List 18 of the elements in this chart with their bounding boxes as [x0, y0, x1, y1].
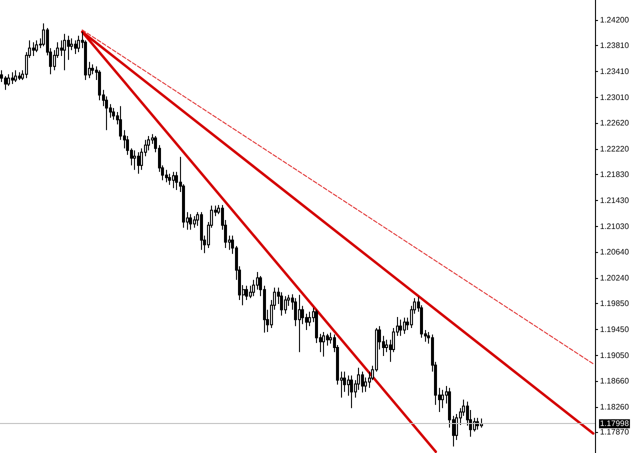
y-tick-label: 1.19050 — [600, 350, 630, 360]
y-tick-label: 1.19850 — [600, 298, 630, 308]
ref-line-label: 1.17998 — [600, 419, 630, 428]
y-tick-label: 1.21430 — [600, 196, 630, 205]
y-tick-label: 1.21830 — [600, 170, 630, 179]
y-tick-label: 1.24200 — [600, 16, 630, 25]
y-tick-label: 1.23810 — [600, 41, 630, 50]
y-tick-label: 1.19450 — [600, 324, 630, 334]
y-tick-label: 1.20240 — [600, 273, 630, 282]
y-tick-label: 1.18660 — [600, 376, 630, 386]
y-tick-label: 1.22220 — [600, 144, 630, 154]
y-tick-label: 1.23410 — [600, 67, 630, 76]
y-tick-label: 1.21030 — [600, 222, 630, 231]
y-tick-label: 1.20640 — [600, 247, 630, 256]
y-tick-label: 1.18260 — [600, 402, 630, 412]
y-tick-label: 1.23010 — [600, 93, 630, 102]
y-tick-label: 1.17870 — [600, 428, 630, 437]
y-tick-label: 1.22620 — [600, 118, 630, 128]
